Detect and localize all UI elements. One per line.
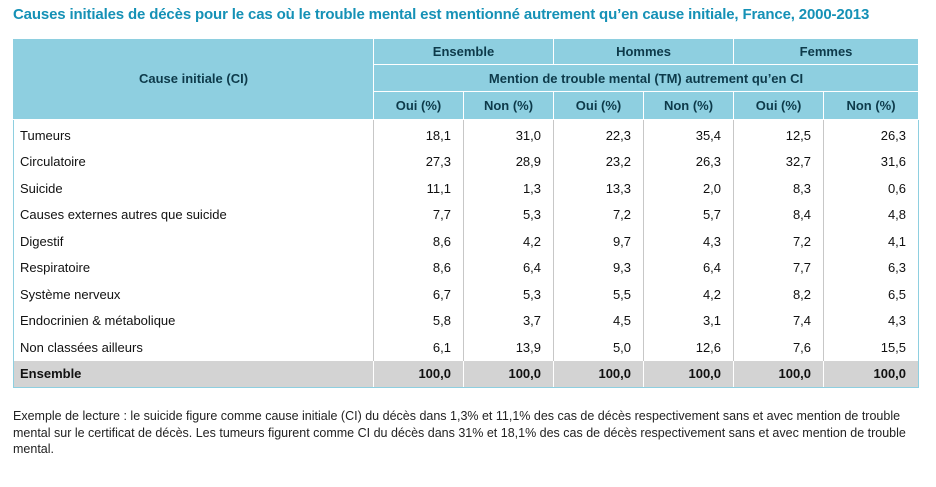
table-cell: 9,7 (553, 228, 644, 255)
column-header: Oui (%) (373, 91, 464, 120)
table-row: Tumeurs 18,1 31,0 22,3 35,4 12,5 26,3 (13, 119, 920, 149)
table-cell: 100,0 (553, 360, 644, 388)
table-cell: 4,2 (462, 228, 554, 255)
table-cell: 100,0 (373, 360, 464, 388)
page-title: Causes initiales de décès pour le cas où… (13, 6, 870, 23)
table-cell: 32,7 (733, 148, 824, 175)
table-cell: 18,1 (373, 119, 464, 149)
table-cell: 26,3 (823, 119, 920, 149)
table-cell: 4,8 (823, 201, 920, 228)
table-cell: 6,4 (643, 254, 734, 281)
column-header: Non (%) (643, 91, 735, 120)
table-cell: 27,3 (373, 148, 464, 175)
column-header: Oui (%) (733, 91, 825, 120)
causes-table: Cause initiale (CI) Ensemble Hommes Femm… (13, 38, 920, 388)
row-label: Causes externes autres que suicide (13, 201, 374, 228)
table-cell: 7,6 (733, 334, 824, 361)
row-label: Endocrinien & métabolique (13, 307, 374, 334)
group-header-ensemble: Ensemble (372, 38, 555, 65)
table-cell: 12,6 (643, 334, 734, 361)
row-label: Circulatoire (13, 148, 374, 175)
table-cell: 2,0 (643, 175, 734, 202)
table-cell: 15,5 (823, 334, 920, 361)
table-cell: 4,2 (643, 281, 734, 308)
table-cell: 1,3 (462, 175, 554, 202)
table-cell: 7,4 (733, 307, 824, 334)
total-row: Ensemble 100,0 100,0 100,0 100,0 100,0 100,0 (13, 360, 920, 388)
row-label: Non classées ailleurs (13, 334, 374, 361)
table-cell: 6,7 (373, 281, 464, 308)
table-cell: 9,3 (553, 254, 644, 281)
table-cell: 6,3 (823, 254, 920, 281)
table-cell: 12,5 (733, 119, 824, 149)
table-cell: 7,7 (373, 201, 464, 228)
row-label: Respiratoire (13, 254, 374, 281)
table-cell: 5,3 (462, 281, 554, 308)
column-header: Non (%) (462, 91, 555, 120)
row-header-cause-initiale: Cause initiale (CI) (13, 38, 374, 120)
row-label: Tumeurs (13, 119, 374, 149)
table-cell: 5,3 (462, 201, 554, 228)
table-cell: 4,3 (643, 228, 734, 255)
table-row: Système nerveux 6,7 5,3 5,5 4,2 8,2 6,5 (13, 281, 920, 308)
table-row: Causes externes autres que suicide 7,7 5,3… (13, 201, 920, 228)
table-cell: 100,0 (462, 360, 554, 388)
row-label: Suicide (13, 175, 374, 202)
table-cell: 8,6 (373, 254, 464, 281)
table-cell: 26,3 (643, 148, 734, 175)
table-cell: 13,9 (462, 334, 554, 361)
table-cell: 28,9 (462, 148, 554, 175)
subheader-mention-tm: Mention de trouble mental (TM) autrement… (372, 64, 920, 92)
table-cell: 35,4 (643, 119, 734, 149)
table-cell: 8,2 (733, 281, 824, 308)
table-cell: 3,1 (643, 307, 734, 334)
table-cell: 8,3 (733, 175, 824, 202)
table-cell: 100,0 (823, 360, 920, 388)
table-cell: 5,8 (373, 307, 464, 334)
table-row: Circulatoire 27,3 28,9 23,2 26,3 32,7 31,6 (13, 148, 920, 175)
table-cell: 0,6 (823, 175, 920, 202)
column-header: Oui (%) (553, 91, 645, 120)
table-cell: 23,2 (553, 148, 644, 175)
table-header: Cause initiale (CI) Ensemble Hommes Femm… (13, 38, 920, 120)
table-cell: 100,0 (733, 360, 824, 388)
table-cell: 31,0 (462, 119, 554, 149)
table-cell: 4,3 (823, 307, 920, 334)
table-cell: 6,5 (823, 281, 920, 308)
row-label: Système nerveux (13, 281, 374, 308)
table-cell: 5,7 (643, 201, 734, 228)
row-label: Ensemble (13, 360, 374, 388)
group-header-hommes: Hommes (553, 38, 735, 65)
table-row: Non classées ailleurs 6,1 13,9 5,0 12,6 7,6 15… (13, 334, 920, 361)
table-cell: 31,6 (823, 148, 920, 175)
table-row: Endocrinien & métabolique 5,8 3,7 4,5 3,1 7,4… (13, 307, 920, 334)
column-header: Non (%) (823, 91, 920, 120)
table-cell: 8,6 (373, 228, 464, 255)
table-cell: 5,5 (553, 281, 644, 308)
table-cell: 100,0 (643, 360, 734, 388)
table-cell: 3,7 (462, 307, 554, 334)
table-cell: 5,0 (553, 334, 644, 361)
reading-example-note: Exemple de lecture : le suicide figure c… (13, 409, 906, 456)
table-cell: 8,4 (733, 201, 824, 228)
table-cell: 6,4 (462, 254, 554, 281)
table-cell: 6,1 (373, 334, 464, 361)
table-cell: 7,2 (733, 228, 824, 255)
table-cell: 11,1 (373, 175, 464, 202)
group-header-femmes: Femmes (733, 38, 920, 65)
table-cell: 7,7 (733, 254, 824, 281)
table-cell: 22,3 (553, 119, 644, 149)
table-row: Digestif 8,6 4,2 9,7 4,3 7,2 4,1 (13, 228, 920, 255)
table-cell: 4,1 (823, 228, 920, 255)
table-cell: 4,5 (553, 307, 644, 334)
table-row: Respiratoire 8,6 6,4 9,3 6,4 7,7 6,3 (13, 254, 920, 281)
table-body: Tumeurs 18,1 31,0 22,3 35,4 12,5 26,3 Circulato… (13, 119, 920, 388)
table-cell: 7,2 (553, 201, 644, 228)
row-label: Digestif (13, 228, 374, 255)
table-row: Suicide 11,1 1,3 13,3 2,0 8,3 0,6 (13, 175, 920, 202)
table-cell: 13,3 (553, 175, 644, 202)
